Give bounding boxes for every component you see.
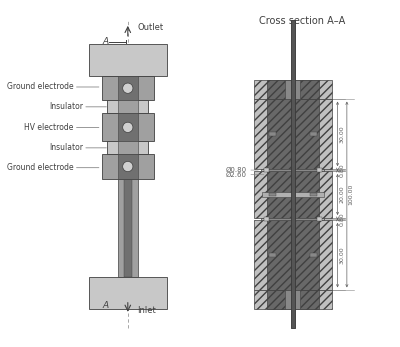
Bar — [264, 168, 268, 172]
Bar — [118, 76, 138, 100]
Text: Insulator: Insulator — [49, 143, 83, 152]
Bar — [291, 20, 295, 328]
Text: A: A — [102, 301, 108, 310]
Bar — [261, 218, 324, 220]
Bar — [264, 217, 268, 221]
Bar — [317, 217, 322, 221]
Text: 30.00: 30.00 — [340, 246, 344, 264]
Text: 100.00: 100.00 — [349, 184, 354, 205]
Text: Ground electrode: Ground electrode — [7, 163, 74, 172]
Text: Outlet: Outlet — [137, 23, 163, 32]
Text: A: A — [102, 37, 108, 46]
Bar — [310, 253, 316, 257]
Bar — [102, 154, 154, 179]
Bar — [267, 220, 319, 290]
Bar — [317, 168, 322, 172]
Bar — [118, 76, 138, 278]
Bar — [291, 20, 295, 328]
Bar — [124, 76, 132, 278]
Text: Inlet: Inlet — [137, 306, 156, 315]
Bar — [267, 171, 319, 218]
Bar — [269, 132, 276, 136]
Bar — [262, 192, 324, 197]
Bar — [269, 253, 276, 257]
Text: Cross section A–A: Cross section A–A — [259, 16, 345, 26]
Bar — [285, 290, 300, 309]
Text: 20.00: 20.00 — [340, 186, 344, 203]
Bar — [118, 154, 138, 179]
Bar — [254, 99, 332, 169]
Bar — [267, 80, 319, 99]
Bar — [310, 132, 316, 136]
Text: Insulator: Insulator — [49, 102, 83, 111]
Circle shape — [123, 161, 133, 172]
Circle shape — [123, 122, 133, 133]
Bar — [254, 80, 332, 99]
Circle shape — [123, 83, 133, 93]
Bar — [269, 193, 276, 196]
Text: 0.80: 0.80 — [340, 212, 344, 226]
Text: Ø2.60: Ø2.60 — [226, 172, 247, 178]
Bar — [107, 100, 148, 113]
Text: Ø0.80: Ø0.80 — [226, 167, 247, 173]
Text: 30.00: 30.00 — [340, 125, 344, 143]
Bar — [310, 193, 316, 196]
Bar — [118, 100, 138, 113]
Bar — [267, 169, 319, 171]
Text: 0.80: 0.80 — [340, 163, 344, 177]
Bar — [285, 80, 300, 99]
Bar — [254, 171, 332, 218]
Text: Ground electrode: Ground electrode — [7, 83, 74, 92]
Bar — [107, 141, 148, 154]
Text: HV electrode: HV electrode — [24, 123, 74, 132]
Bar — [118, 141, 138, 154]
Bar — [261, 169, 324, 171]
Bar — [267, 218, 319, 220]
Bar — [254, 220, 332, 290]
Bar — [102, 76, 154, 100]
Bar — [102, 113, 154, 141]
Bar — [267, 290, 319, 309]
Bar — [254, 290, 332, 309]
Bar — [89, 278, 167, 309]
Bar — [89, 44, 167, 76]
Bar — [267, 99, 319, 169]
Bar — [118, 113, 138, 141]
